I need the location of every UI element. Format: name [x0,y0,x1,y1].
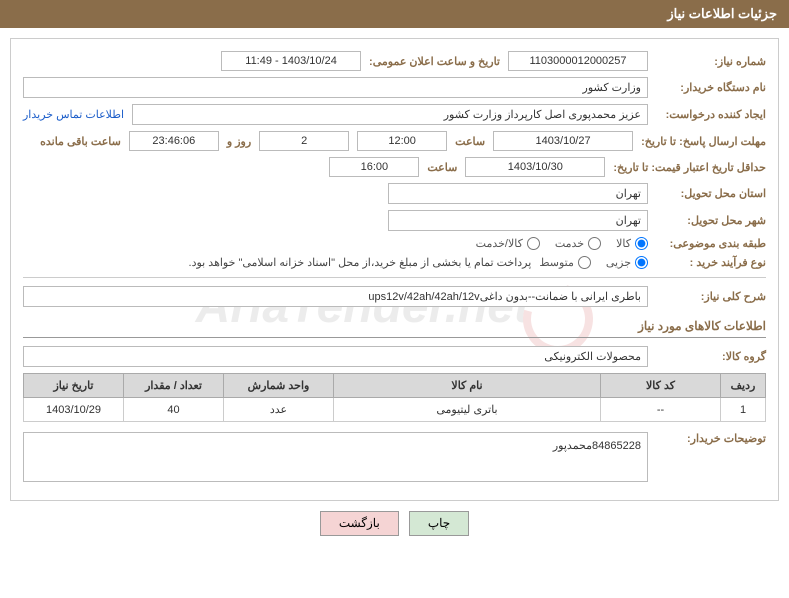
th-5: تاریخ نیاز [24,374,124,398]
outer-container: AriaTender.net شماره نیاز: 1103000012000… [0,28,789,546]
label-pv-time: ساعت [427,161,457,174]
label-summary: شرح کلی نیاز: [656,290,766,303]
row-deadline: مهلت ارسال پاسخ: تا تاریخ: 1403/10/27 سا… [23,131,766,151]
row-buyer-notes: توضیحات خریدار: 84865228محمدپور [23,432,766,482]
table-header-row: ردیف کد کالا نام کالا واحد شمارش تعداد /… [24,374,766,398]
th-0: ردیف [721,374,766,398]
process-radio-group: جزیی متوسط [539,256,648,269]
main-form-box: AriaTender.net شماره نیاز: 1103000012000… [10,38,779,501]
row-process-type: نوع فرآیند خرید : جزیی متوسط پرداخت تمام… [23,256,766,269]
radio-proc-1[interactable]: متوسط [539,256,591,269]
label-days-and: روز و [227,135,251,148]
label-buyer-org: نام دستگاه خریدار: [656,81,766,94]
button-row: چاپ بازگشت [10,511,779,536]
back-button[interactable]: بازگشت [320,511,399,536]
label-deadline-time: ساعت [455,135,485,148]
field-city: تهران [388,210,648,231]
radio-input-0[interactable] [635,237,648,250]
field-summary: باطری ایرانی با ضمانت--بدون داغیups12v/4… [23,286,648,307]
field-need-number: 1103000012000257 [508,51,648,71]
page-header: جزئیات اطلاعات نیاز [0,0,789,28]
td-0-2: باتری لیتیومی [334,398,601,422]
radio-cat-1[interactable]: خدمت [555,237,601,250]
row-price-validity: حداقل تاریخ اعتبار قیمت: تا تاریخ: 1403/… [23,157,766,177]
td-0-5: 1403/10/29 [24,398,124,422]
label-city: شهر محل تحویل: [656,214,766,227]
th-2: نام کالا [334,374,601,398]
separator-1 [23,277,766,278]
th-4: تعداد / مقدار [124,374,224,398]
field-buyer-notes: 84865228محمدپور [23,432,648,482]
field-deadline-date: 1403/10/27 [493,131,633,151]
field-announce-dt: 1403/10/24 - 11:49 [221,51,361,71]
field-deadline-time: 12:00 [357,131,447,151]
label-process: نوع فرآیند خرید : [656,256,766,269]
category-radio-group: کالا خدمت کالا/خدمت [476,237,648,250]
row-summary: شرح کلی نیاز: باطری ایرانی با ضمانت--بدو… [23,286,766,307]
process-note: پرداخت تمام یا بخشی از مبلغ خرید،از محل … [189,256,532,269]
radio-cat-2[interactable]: کالا/خدمت [476,237,540,250]
label-need-number: شماره نیاز: [656,55,766,68]
label-remaining: ساعت باقی مانده [40,135,121,148]
row-requester: ایجاد کننده درخواست: عزیز محمدپوری اصل ک… [23,104,766,125]
td-0-1: -- [601,398,721,422]
th-1: کد کالا [601,374,721,398]
field-requester: عزیز محمدپوری اصل کارپرداز وزارت کشور [132,104,648,125]
label-category: طبقه بندی موضوعی: [656,237,766,250]
th-3: واحد شمارش [224,374,334,398]
label-buyer-notes: توضیحات خریدار: [656,432,766,445]
field-price-validity-time: 16:00 [329,157,419,177]
row-item-group: گروه کالا: محصولات الکترونیکی [23,346,766,367]
row-need-number: شماره نیاز: 1103000012000257 تاریخ و ساع… [23,51,766,71]
label-announce-dt: تاریخ و ساعت اعلان عمومی: [369,55,500,68]
items-section-title: اطلاعات کالاهای مورد نیاز [23,319,766,338]
field-buyer-org: وزارت کشور [23,77,648,98]
row-province: استان محل تحویل: تهران [23,183,766,204]
label-deadline: مهلت ارسال پاسخ: تا تاریخ: [641,135,766,148]
field-deadline-days: 2 [259,131,349,151]
td-0-3: عدد [224,398,334,422]
table-row: 1 -- باتری لیتیومی عدد 40 1403/10/29 [24,398,766,422]
label-item-group: گروه کالا: [656,350,766,363]
items-table: ردیف کد کالا نام کالا واحد شمارش تعداد /… [23,373,766,422]
radio-cat-0[interactable]: کالا [616,237,648,250]
page-title: جزئیات اطلاعات نیاز [667,6,777,21]
radio-proc-input-0[interactable] [635,256,648,269]
label-price-validity: حداقل تاریخ اعتبار قیمت: تا تاریخ: [613,161,766,174]
radio-input-1[interactable] [588,237,601,250]
td-0-0: 1 [721,398,766,422]
field-province: تهران [388,183,648,204]
row-city: شهر محل تحویل: تهران [23,210,766,231]
field-remaining-time: 23:46:06 [129,131,219,151]
td-0-4: 40 [124,398,224,422]
radio-input-2[interactable] [527,237,540,250]
radio-proc-0[interactable]: جزیی [606,256,648,269]
label-requester: ایجاد کننده درخواست: [656,108,766,121]
buyer-contact-link[interactable]: اطلاعات تماس خریدار [23,108,124,121]
field-item-group: محصولات الکترونیکی [23,346,648,367]
radio-proc-input-1[interactable] [578,256,591,269]
label-province: استان محل تحویل: [656,187,766,200]
row-buyer-org: نام دستگاه خریدار: وزارت کشور [23,77,766,98]
print-button[interactable]: چاپ [409,511,469,536]
field-price-validity-date: 1403/10/30 [465,157,605,177]
row-category: طبقه بندی موضوعی: کالا خدمت کالا/خدمت [23,237,766,250]
